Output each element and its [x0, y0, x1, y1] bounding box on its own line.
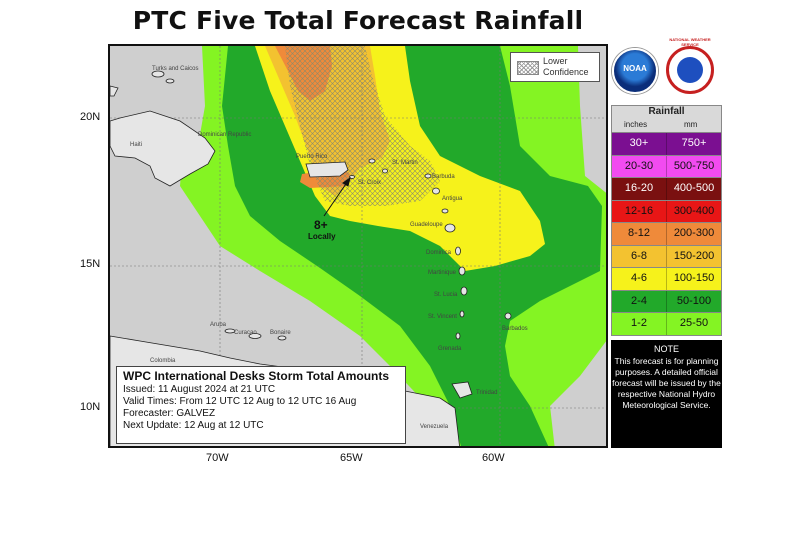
legend-mm: 100-150: [666, 268, 721, 290]
legend-row: 30+ 750+: [611, 133, 722, 156]
legend-unit-inches: inches: [624, 120, 648, 129]
info-next-update: Next Update: 12 Aug at 12 UTC: [123, 420, 264, 431]
legend-inches: 20-30: [624, 159, 654, 172]
place-label: Haiti: [130, 142, 143, 148]
lower-confidence-label: Lower Confidence: [543, 56, 589, 77]
rainfall-legend: Rainfall inches mm 30+ 750+ 20-30 500-750 16…: [611, 105, 722, 336]
lon-label: 70W: [206, 452, 229, 464]
place-label: Dominica: [426, 250, 452, 256]
lon-label: 65W: [340, 452, 363, 464]
legend-inches: 8-12: [627, 227, 651, 239]
cuba-edge: [110, 85, 119, 97]
legend-inches: 30+: [629, 137, 649, 149]
legend-row: 12-16 300-400: [611, 200, 722, 223]
lat-label: 15N: [80, 258, 101, 270]
legend-row: 8-12 200-300: [611, 223, 722, 246]
local-maximum-arrow: [323, 176, 351, 217]
info-issued: Issued: 11 August 2024 at 21 UTC: [123, 384, 276, 395]
legend-mm: 400-500: [666, 178, 721, 200]
place-label: Trinidad: [476, 390, 498, 396]
legend-title: Rainfall: [648, 106, 685, 117]
place-label: Curacao: [234, 330, 257, 336]
legend-row: 1-2 25-50: [611, 313, 722, 336]
puerto-rico: [305, 161, 349, 178]
place-label: Turks and Caicos: [152, 66, 199, 72]
legend-row: 6-8 150-200: [611, 245, 722, 268]
place-label: Bonaire: [270, 330, 291, 336]
legend-inches: 16-20: [624, 182, 654, 194]
forecast-note: NOTE This forecast is for planning purpo…: [611, 340, 722, 448]
legend-row: 2-4 50-100: [611, 290, 722, 313]
place-label: Puerto Rico: [296, 154, 328, 160]
lat-label: 10N: [80, 401, 101, 413]
place-label: Grenada: [438, 346, 462, 352]
note-heading: NOTE: [653, 344, 679, 354]
legend-row: 16-20 400-500: [611, 178, 722, 201]
hatch-swatch: [517, 61, 539, 75]
legend-rows: 30+ 750+ 20-30 500-750 16-20 400-500 12-16 300-…: [611, 133, 722, 336]
hispaniola: [110, 110, 216, 187]
legend-inches: 6-8: [631, 249, 647, 262]
legend-mm: 200-300: [666, 223, 721, 245]
local-max-note: Locally: [308, 232, 336, 241]
legend-mm: 150-200: [666, 245, 721, 267]
lat-label: 20N: [80, 111, 101, 123]
nws-logo: NATIONAL WEATHER SERVICE: [666, 37, 714, 94]
legend-row: 20-30 500-750: [611, 155, 722, 178]
legend-mm: 50-100: [666, 290, 721, 312]
legend-mm: 750+: [666, 133, 721, 155]
place-label: Martinique: [428, 270, 457, 276]
info-heading: WPC International Desks Storm Total Amou…: [123, 369, 390, 383]
info-valid: Valid Times: From 12 UTC 12 Aug to 12 UT…: [123, 396, 357, 407]
local-max-value: 8+: [314, 218, 328, 232]
place-label: St. Martin: [392, 160, 418, 166]
place-label: Venezuela: [420, 424, 449, 430]
noaa-logo: NOAA: [612, 48, 658, 94]
legend-inches: 1-2: [631, 317, 647, 329]
place-label: St. Vincent: [428, 314, 457, 320]
legend-row: 4-6 100-150: [611, 268, 722, 291]
place-label: Colombia: [150, 358, 176, 364]
place-label: Dominican Republic: [198, 132, 252, 138]
place-label: Antigua: [442, 196, 463, 202]
rainfall-map[interactable]: Turks and Caicos Dominican Republic Hait…: [108, 44, 608, 448]
trinidad: [451, 381, 473, 399]
legend-mm: 25-50: [666, 313, 721, 335]
nws-logo-center: [677, 57, 703, 83]
legend-inches: 4-6: [631, 272, 647, 284]
note-text: This forecast is for planning purposes. …: [612, 356, 721, 410]
legend-inches: 12-16: [624, 204, 654, 217]
noaa-logo-text: NOAA: [623, 64, 647, 73]
legend-mm: 300-400: [666, 200, 721, 222]
legend-inches: 2-4: [631, 294, 647, 307]
nws-logo-text: NATIONAL WEATHER SERVICE: [669, 37, 711, 47]
lower-confidence-legend: Lower Confidence: [510, 52, 600, 82]
forecast-info-box: WPC International Desks Storm Total Amou…: [116, 366, 406, 444]
place-label: Guadeloupe: [410, 222, 443, 228]
place-label: Barbuda: [432, 174, 455, 180]
place-label: St. Croix: [358, 180, 382, 186]
islands: [151, 70, 512, 341]
place-label: St. Lucia: [434, 292, 458, 298]
legend-unit-mm: mm: [684, 120, 698, 129]
legend-header: Rainfall inches mm: [611, 105, 722, 133]
page-title: PTC Five Total Forecast Rainfall: [132, 6, 584, 35]
info-forecaster: Forecaster: GALVEZ: [123, 408, 216, 419]
place-label: Aruba: [210, 322, 227, 328]
lon-label: 60W: [482, 452, 505, 464]
place-label: Barbados: [502, 326, 528, 332]
legend-mm: 500-750: [666, 155, 721, 177]
